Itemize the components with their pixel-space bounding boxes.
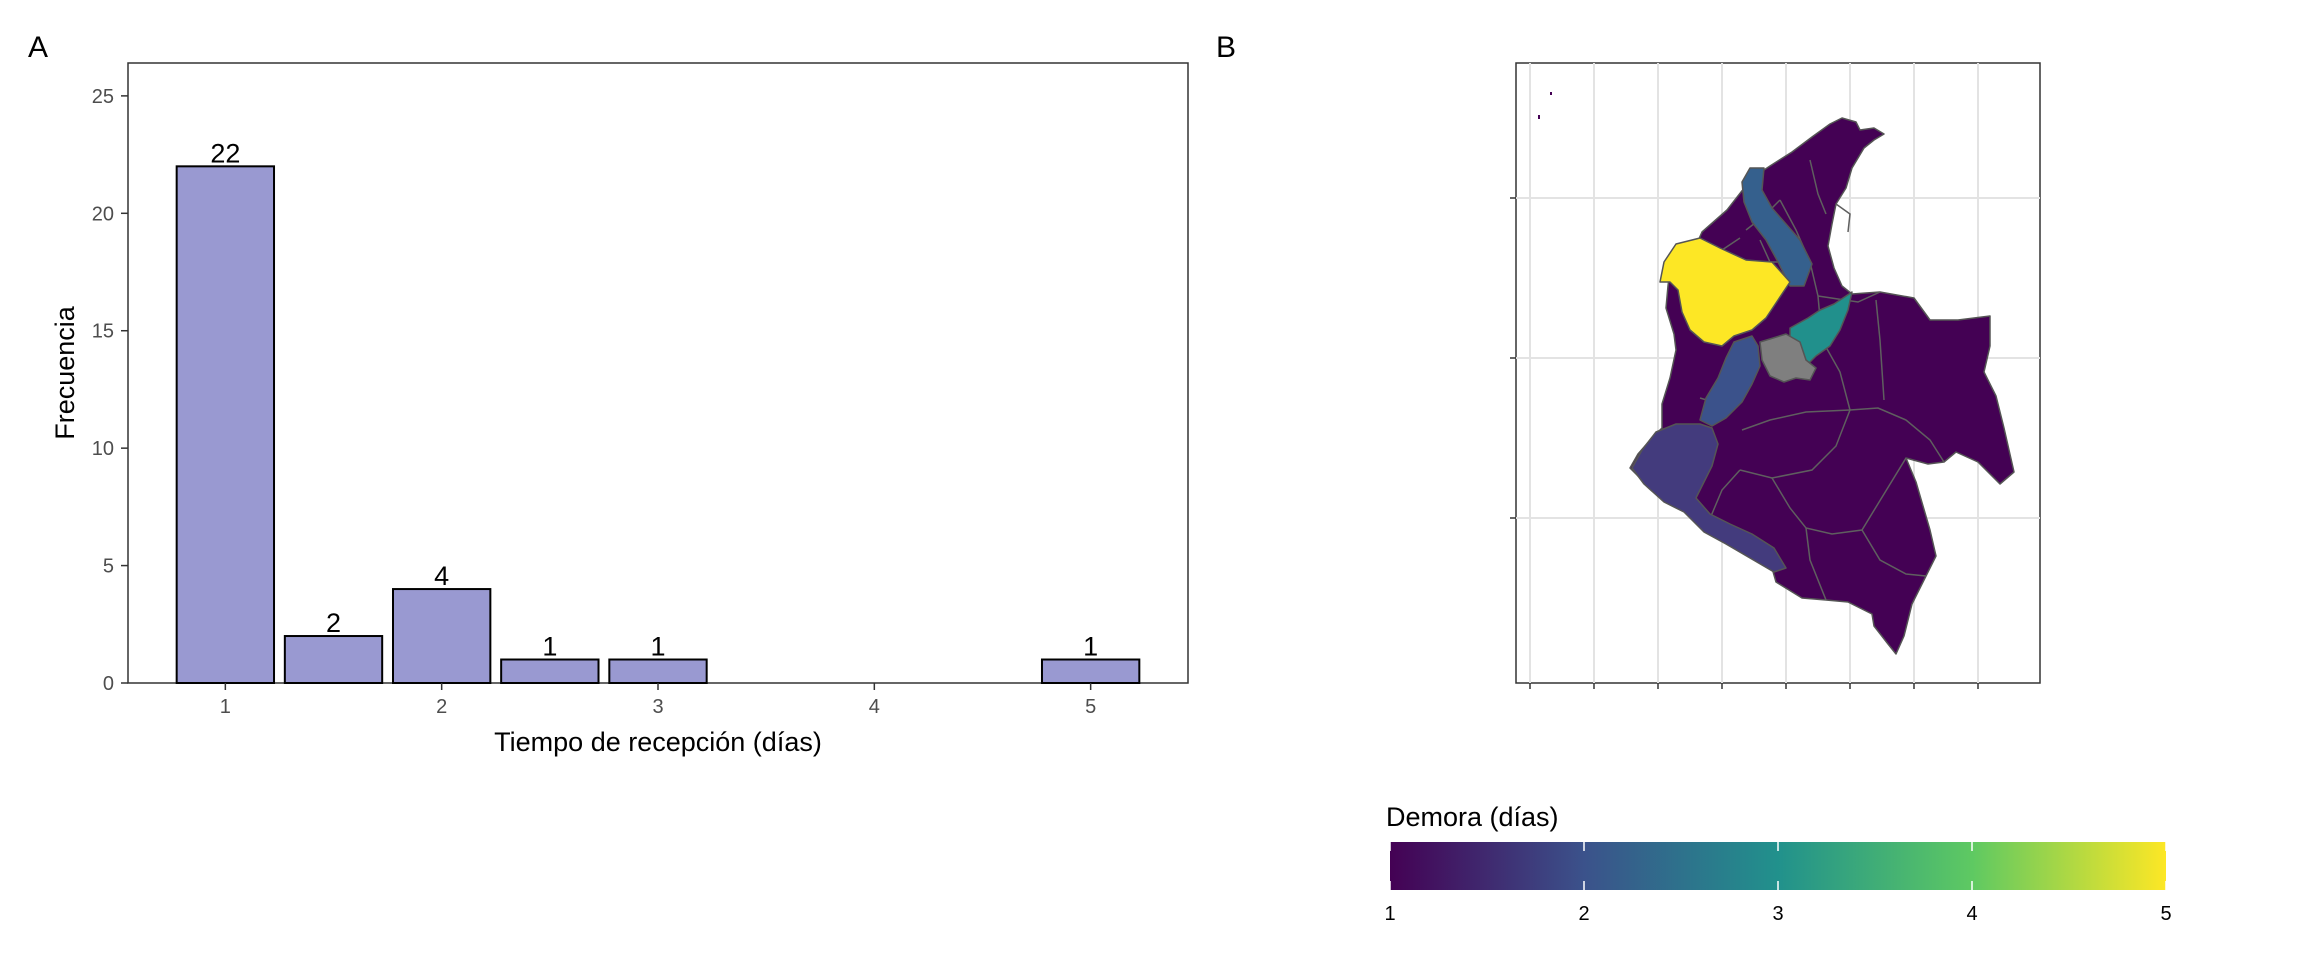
colorbar-ticks: 1 2 3 4 5 <box>1384 842 2172 925</box>
x-tick-label: 1 <box>220 696 231 718</box>
panel-b-label: B <box>1216 31 1236 64</box>
x-tick-label: 5 <box>1085 696 1096 718</box>
plot-a-frame <box>127 62 1189 684</box>
map-region-indigo <box>1631 423 1787 573</box>
bar <box>608 658 708 684</box>
colorbar-tick-label: 4 <box>1966 903 1977 925</box>
x-axis: 1 2 3 4 5 <box>220 683 1096 718</box>
map-islands <box>1538 92 1552 119</box>
y-tick-label: 15 <box>92 321 114 343</box>
colorbar-tick-label: 5 <box>2160 903 2171 925</box>
colorbar-tick-label: 2 <box>1578 903 1589 925</box>
x-axis-title: Tiempo de recepción (días) <box>494 727 822 757</box>
map-region-yellow <box>1659 237 1791 347</box>
panel-a-label: A <box>28 31 48 64</box>
map-region-no-data <box>1759 333 1817 383</box>
bar-value-label: 2 <box>326 608 341 638</box>
bars-group <box>175 165 1141 685</box>
x-tick-label: 2 <box>436 696 447 718</box>
bar <box>283 635 384 684</box>
y-tick-label: 5 <box>103 556 114 578</box>
y-tick-label: 25 <box>92 86 114 108</box>
bar-value-label: 4 <box>434 561 449 591</box>
bar-value-label: 1 <box>542 632 557 662</box>
x-tick-label: 4 <box>869 696 880 718</box>
y-axis: 0 5 10 15 20 25 <box>92 86 128 695</box>
colorbar-tick-label: 3 <box>1772 903 1783 925</box>
y-tick-label: 0 <box>103 673 114 695</box>
colorbar-tick-label: 1 <box>1384 903 1395 925</box>
map-region-blue <box>1699 335 1761 427</box>
map-legend: Demora (días) 1 2 3 4 5 <box>1384 802 2171 925</box>
bar <box>175 165 276 685</box>
map-axis-ticks <box>1510 197 1979 689</box>
map-region-teal-blue <box>1741 167 1813 287</box>
x-tick-label: 3 <box>652 696 663 718</box>
bar <box>1040 658 1141 684</box>
y-tick-label: 10 <box>92 438 114 460</box>
legend-title: Demora (días) <box>1386 802 1559 832</box>
bar-value-label: 1 <box>1083 632 1098 662</box>
bar-value-label: 1 <box>650 632 665 662</box>
bar <box>500 658 600 684</box>
y-tick-label: 20 <box>92 203 114 225</box>
y-axis-title: Frecuencia <box>50 305 80 440</box>
bar <box>392 588 492 684</box>
bar-value-label: 22 <box>210 138 240 168</box>
map-department-borders <box>1689 159 1945 601</box>
panel-b-map <box>1510 62 2041 689</box>
